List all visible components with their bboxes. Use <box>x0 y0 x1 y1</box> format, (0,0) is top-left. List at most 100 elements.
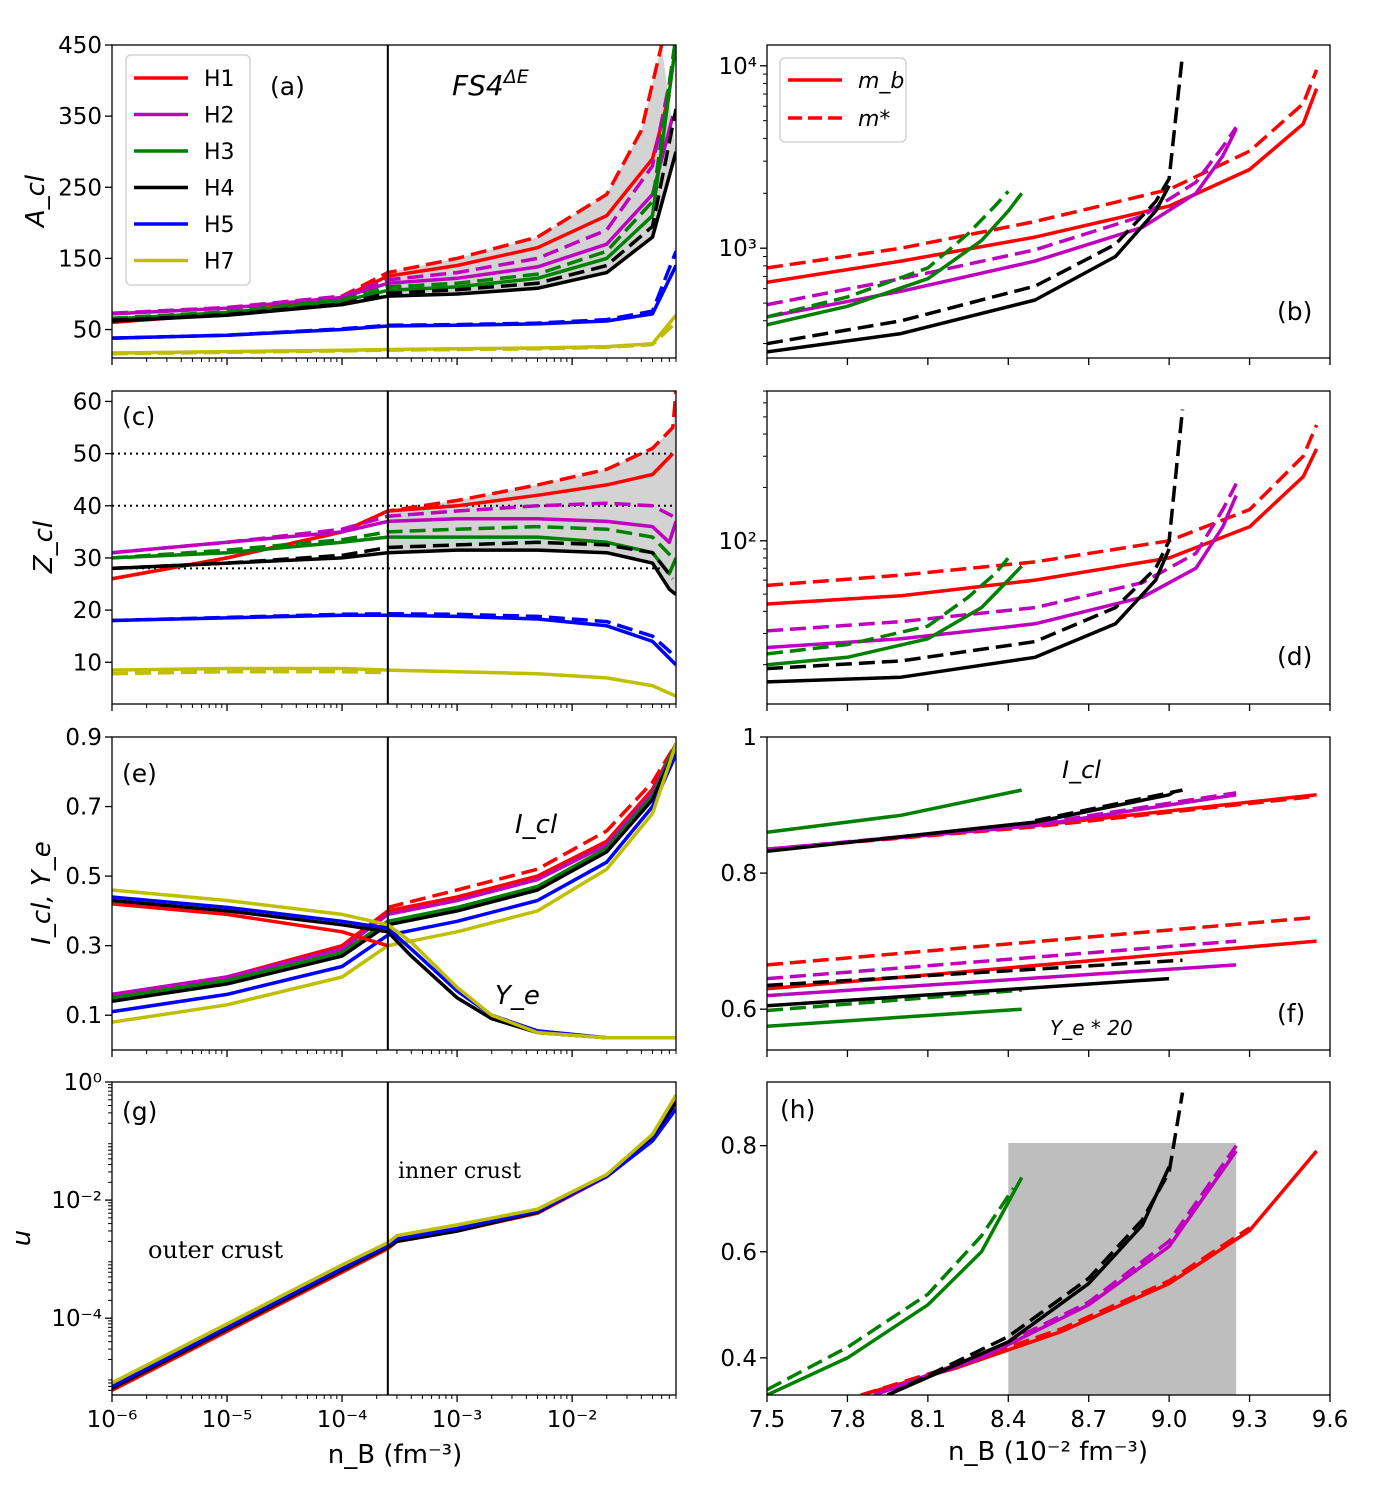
plot-area-b <box>767 54 1319 354</box>
panel-h: 7.5 7.8 8.1 8.4 8.7 9.0 9.3 9.6 0.4 0.6 0.8 (h) <box>720 1081 1349 1433</box>
series-line <box>112 321 676 356</box>
series-line <box>112 1094 676 1385</box>
series-line <box>387 743 676 910</box>
x-tick-label: 9.6 <box>1312 1407 1349 1433</box>
x-tick-label: 8.7 <box>1070 1407 1107 1433</box>
x-tick-label: 7.5 <box>749 1407 786 1433</box>
y-tick-label: 30 <box>73 546 102 572</box>
model-label: FS4ΔE <box>452 66 529 102</box>
legend-label: m_b <box>858 69 904 94</box>
legend-label: m* <box>858 107 890 132</box>
y-tick-label: 10⁻⁴ <box>51 1306 102 1332</box>
series-line <box>767 788 1023 835</box>
panel-label: (c) <box>122 402 155 431</box>
y-tick-label: 40 <box>73 494 102 520</box>
band-fill <box>387 45 676 297</box>
legend-left: H1 H2 H3 H4 H5 H7 <box>125 54 251 286</box>
plot-area-h <box>767 1092 1318 1395</box>
x-tick-label: 10⁻⁵ <box>202 1407 253 1433</box>
legend-box <box>125 54 251 286</box>
series-line <box>767 1187 1016 1392</box>
x-tick-label: 8.4 <box>990 1407 1027 1433</box>
series-line <box>860 1226 1251 1395</box>
y-tick-label: 0.6 <box>720 1240 757 1266</box>
series-line <box>112 743 676 997</box>
y-tick-label: 0.5 <box>65 864 102 890</box>
series-line <box>767 184 1171 354</box>
series-line <box>767 126 1238 307</box>
y-tick-label: 20 <box>73 598 102 624</box>
series-line <box>112 65 675 315</box>
panel-label: (g) <box>122 1097 157 1126</box>
series-line <box>767 958 1183 988</box>
legend-label: H3 <box>204 140 235 165</box>
plot-area-c <box>112 391 676 698</box>
series-line <box>767 1007 1022 1028</box>
panel-label: (b) <box>1277 297 1312 326</box>
legend-label: H2 <box>204 104 235 129</box>
panel-label: (d) <box>1277 642 1312 671</box>
panel-g: 10⁻⁶ 10⁻⁵ 10⁻⁴ 10⁻³ 10⁻² 10⁻⁴ 10⁻² 10⁰ (g) u <box>7 1070 677 1433</box>
axes-frame <box>766 1081 1331 1396</box>
series-line <box>767 791 1237 852</box>
annotation-outer-crust: outer crust <box>148 1236 284 1264</box>
axes-frame <box>766 390 1331 705</box>
y-tick-label: 10⁻² <box>51 1188 102 1214</box>
series-line <box>112 524 675 560</box>
axes-frame <box>111 44 677 359</box>
series-line <box>767 424 1319 588</box>
y-tick-label: 0.4 <box>720 1346 757 1372</box>
x-tick-label: 7.8 <box>829 1407 866 1433</box>
y-tick-label: 450 <box>58 33 102 59</box>
series-line <box>112 669 388 676</box>
series-line <box>112 753 676 1014</box>
series-line <box>767 963 1237 998</box>
annotation-icl-f: I_cl <box>1062 756 1101 784</box>
series-line <box>112 45 664 323</box>
series-line <box>112 743 676 1024</box>
axes-frame <box>111 1081 677 1396</box>
y-tick-label: 150 <box>58 246 102 272</box>
series-line <box>1034 788 1183 823</box>
legend-label: H4 <box>204 177 235 202</box>
y-tick-label: 0.3 <box>65 934 102 960</box>
series-line <box>767 939 1317 991</box>
y-tick-label: 350 <box>58 104 102 130</box>
series-line <box>767 556 1010 656</box>
series-line <box>767 409 1185 671</box>
y-tick-label: 10³ <box>719 236 758 262</box>
panel-b: 10³ 10⁴ (b) <box>719 44 1331 365</box>
panel-e: 0.1 0.3 0.5 0.7 0.9 (e) I_cl, Y_e <box>27 725 677 1057</box>
y-axis-label: u <box>7 1230 37 1246</box>
axes-frame <box>111 736 677 1051</box>
axes-frame <box>766 736 1331 1051</box>
legend-right: m_b m* <box>779 57 907 143</box>
series-line <box>112 108 676 323</box>
series-line <box>112 743 676 1000</box>
y-tick-label: 10⁴ <box>719 54 758 80</box>
y-tick-label: 50 <box>73 318 102 344</box>
annotation-ye20-f: Y_e * 20 <box>1050 1016 1133 1040</box>
series-line <box>112 250 676 340</box>
axes-frame <box>111 390 677 705</box>
y-tick-label: 0.8 <box>720 861 757 887</box>
series-line <box>767 548 1171 684</box>
panel-label: (a) <box>270 72 305 101</box>
y-tick-label: 10² <box>719 529 758 555</box>
panel-label: (f) <box>1277 999 1305 1028</box>
plot-area-e <box>112 743 676 1040</box>
x-tick-label: 10⁻³ <box>432 1407 483 1433</box>
x-axis-label-right: n_B (10⁻² fm⁻³) <box>948 1437 1148 1467</box>
y-tick-label: 250 <box>58 175 102 201</box>
series-line <box>767 988 1022 1013</box>
band-fill <box>387 391 676 595</box>
legend-label: H1 <box>204 67 235 92</box>
series-line <box>112 1107 676 1388</box>
panel-a: 50 150 250 350 450 (a) A_cl <box>21 33 677 365</box>
panel-f: 0.6 0.8 1 (f) <box>720 725 1331 1057</box>
y-axis-label: Z_cl <box>29 520 59 574</box>
y-tick-label: 1 <box>742 725 757 751</box>
annotation-icl-e: I_cl <box>515 810 558 840</box>
annotation-ye-e: Y_e <box>495 981 540 1011</box>
